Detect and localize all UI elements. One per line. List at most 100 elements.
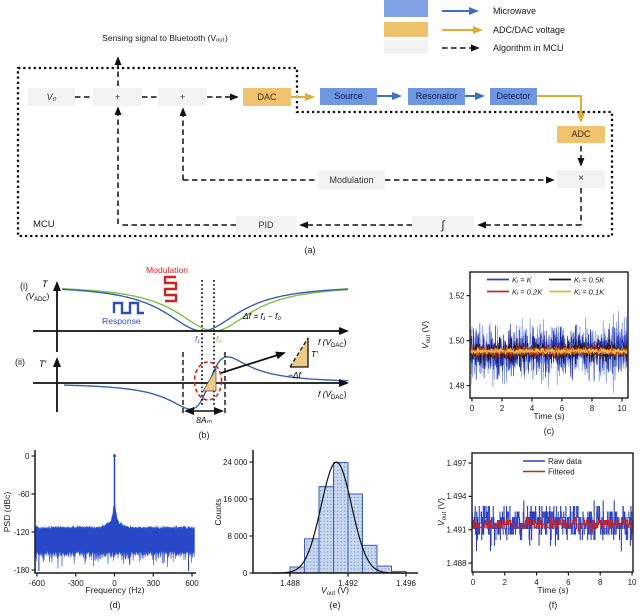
panel-f-ylabel: Vout (V) xyxy=(436,498,448,526)
gaussian-fit-curve xyxy=(272,461,401,574)
block-source: Source xyxy=(320,88,377,105)
y-tick-label: 16 000 xyxy=(223,495,248,504)
y-tick-label: 1.497 xyxy=(446,459,467,468)
f0-label: f₀ xyxy=(216,335,222,344)
x-tick-label: 2 xyxy=(500,404,505,413)
psd-dot xyxy=(115,547,117,550)
legend-swatch-microwave xyxy=(384,0,428,17)
x-tick-label: 1.488 xyxy=(280,579,301,588)
psd-dot xyxy=(113,540,116,542)
y-tick-label: 0 xyxy=(243,569,248,578)
x-tick-label: 0 xyxy=(112,579,117,588)
t-prime-axis-label: T′ xyxy=(39,359,46,369)
delta-f-label: Δf = f₁ − f₀ xyxy=(242,311,281,321)
panel-c-data xyxy=(470,310,628,393)
psd-dot xyxy=(105,537,107,540)
block-modulation: Modulation xyxy=(318,171,385,189)
y-tick-label: 1.50 xyxy=(449,336,465,345)
block-v0: V₀ xyxy=(28,88,75,106)
x-tick-label: 4 xyxy=(534,578,539,587)
big-slope-triangle xyxy=(289,337,309,368)
histogram-bar xyxy=(289,566,305,574)
histogram-bar xyxy=(318,486,334,574)
time-trace xyxy=(472,516,633,532)
psd-dot xyxy=(110,539,113,542)
x-tick-label: 4 xyxy=(530,404,535,413)
y-tick-label: -180 xyxy=(13,566,30,575)
x-tick-label: 0 xyxy=(470,404,475,413)
histogram-bar xyxy=(333,462,349,574)
y-tick-label: 1.52 xyxy=(449,291,465,300)
x-tick-label: 1.492 xyxy=(338,579,359,588)
panel-e-xlabel: Vout (V) xyxy=(321,585,349,597)
histogram-bar xyxy=(347,493,363,574)
panel-d-ticks: -600 -300 0 300 600 0 -60 -120 -180 xyxy=(13,452,199,588)
x-tick-label: 1.496 xyxy=(396,579,417,588)
x-tick-label: 600 xyxy=(185,579,199,588)
psd-dot xyxy=(105,539,108,542)
y-tick-label: 24 000 xyxy=(223,458,248,467)
panel-b-axes xyxy=(33,281,349,412)
panel-e-caption: (e) xyxy=(330,600,341,610)
legend-entry-filtered: Filtered xyxy=(548,468,575,477)
panel-e-spines xyxy=(252,450,418,574)
x-tick-label: 0 xyxy=(471,578,476,587)
panel-c-legend: Kᵢ = K Kᵢ = 0.5K Kᵢ = 0.2K Kᵢ = 0.1K xyxy=(487,275,605,296)
algorithm-dashed-wires xyxy=(75,56,585,229)
panel-b-caption: (b) xyxy=(199,430,210,440)
panel-f-data xyxy=(472,500,633,552)
block-resonator: Resonator xyxy=(408,88,465,105)
modulation-waveform-icon xyxy=(163,275,178,303)
psd-dot xyxy=(122,535,125,538)
panel-c-ylabel: Vout (V) xyxy=(420,321,432,349)
x-tick-label: 10 xyxy=(628,578,637,587)
roman-i-label: (i) xyxy=(20,281,28,291)
psd-dot xyxy=(113,536,116,538)
small-slope-triangle xyxy=(202,367,217,392)
panel-f-caption: (f) xyxy=(549,600,558,610)
psd-dot xyxy=(107,535,109,538)
x-tick-label: 8 xyxy=(598,578,603,587)
psd-dot xyxy=(117,543,120,546)
time-trace xyxy=(472,500,633,552)
panel-e-data xyxy=(272,461,407,574)
psd-dot xyxy=(110,542,112,545)
block-sum-2: + xyxy=(158,88,207,106)
legend-label-voltage: ADC/DAC voltage xyxy=(493,25,566,35)
psd-dot xyxy=(117,536,119,539)
psd-dot xyxy=(110,541,112,543)
psd-dot xyxy=(112,549,115,552)
legend-entry-raw: Raw data xyxy=(548,457,582,466)
y-tick-label: -60 xyxy=(18,490,30,499)
panel-e-ylabel: Counts xyxy=(213,498,223,525)
legend-label-microwave: Microwave xyxy=(493,6,537,16)
y-tick-label: 1.488 xyxy=(446,559,467,568)
block-pid: PID xyxy=(236,216,296,234)
sensing-signal-label: Sensing signal to Bluetooth (Vₒᵤₜ) xyxy=(102,33,228,43)
panel-d: -600 -300 0 300 600 0 -60 -120 -180 PSD (dBc) Fr… xyxy=(2,450,199,610)
zoom-ellipse xyxy=(193,361,223,401)
block-adc: ADC xyxy=(557,126,605,143)
panel-d-caption: (d) xyxy=(110,600,121,610)
voltage-wires xyxy=(291,93,585,123)
psd-dot xyxy=(107,538,110,541)
roman-ii-label: (ii) xyxy=(15,357,25,367)
psd-dot xyxy=(122,538,124,541)
panel-c-xlabel: Time (s) xyxy=(533,411,564,421)
y-tick-label: 1.48 xyxy=(449,381,465,390)
x-tick-label: -300 xyxy=(68,579,85,588)
psd-dot xyxy=(114,545,116,548)
panel-c: 0 2 4 6 8 10 1.48 1.50 1.52 Kᵢ = K Kᵢ = 0.5K Kᵢ … xyxy=(420,271,629,436)
triangle-df-label: −Δf xyxy=(288,370,303,380)
x-tick-label: 6 xyxy=(560,404,565,413)
block-integrator: ∫ xyxy=(412,216,474,234)
zoom-arrow xyxy=(220,351,286,374)
modulation-label: Modulation xyxy=(146,265,188,275)
psd-noise-band xyxy=(35,504,195,569)
y-tick-label: 0 xyxy=(25,452,30,461)
x-tick-label: 10 xyxy=(618,404,627,413)
block-dac: DAC xyxy=(243,88,291,106)
legend-swatch-voltage xyxy=(384,22,428,37)
x-tick-label: 6 xyxy=(566,578,571,587)
panel-d-xlabel: Frequency (Hz) xyxy=(85,585,144,595)
